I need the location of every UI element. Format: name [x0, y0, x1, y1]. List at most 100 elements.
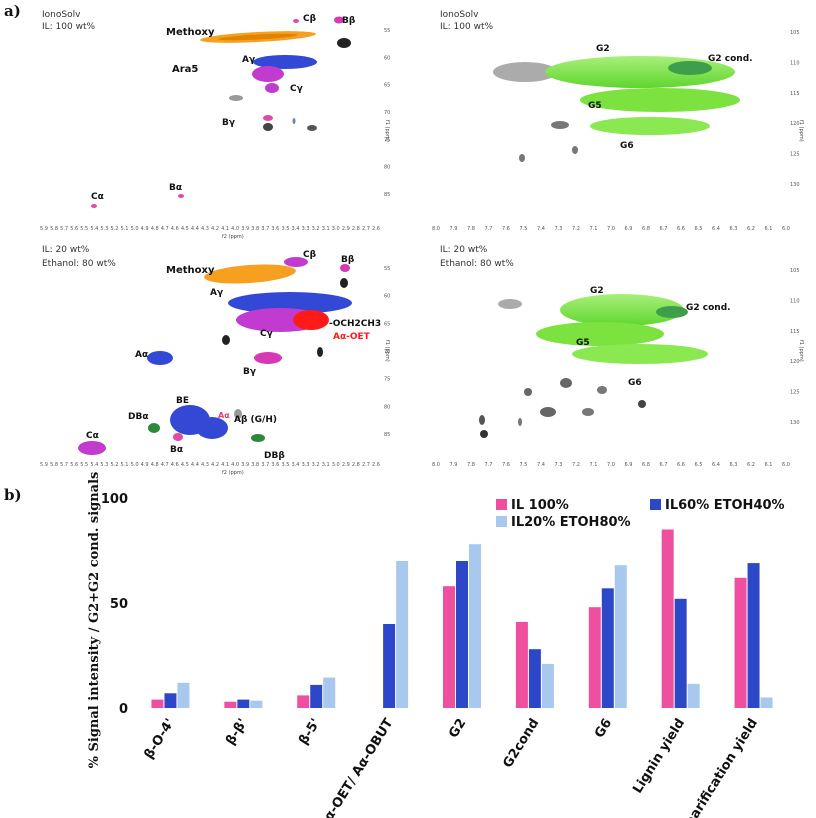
bar-il-100--5: [515, 621, 528, 708]
x-tick-label: 3.7: [261, 226, 269, 232]
g2cond-peak: [668, 61, 712, 75]
b-beta-peak: [334, 16, 344, 24]
x-tick-label: 8.0: [432, 462, 440, 468]
x-tick-label: 5.8: [50, 462, 58, 468]
q1-ylabel: f1 (ppm): [384, 120, 390, 142]
label-b-beta: Bβ: [341, 255, 355, 265]
x-tick-label: 7.3: [555, 462, 563, 468]
a-gamma-peak: [253, 55, 317, 69]
g6-peak: [590, 117, 710, 135]
label-g5: G5: [588, 101, 602, 111]
x-tick-label: 5.0: [131, 462, 139, 468]
x-tick-label: 7.8: [467, 462, 475, 468]
x-tick-label: 5.0: [131, 226, 139, 232]
x-tick-label: 6.3: [730, 226, 738, 232]
x-tick-label: 6.1: [765, 462, 773, 468]
x-tick-label: 5.2: [110, 226, 118, 232]
g6-peak: [572, 344, 708, 364]
y-tick-label: 110: [790, 60, 800, 66]
y-tick-label: 125: [790, 390, 800, 396]
x-tick-label: 6.3: [730, 462, 738, 468]
y-axis-ticks: 0 50 100: [101, 492, 128, 717]
x-tick-label: 4.3: [201, 462, 209, 468]
y-tick-label: 130: [790, 182, 800, 188]
y-axis-title: % Signal intensity / G2+G2 cond. signals: [87, 472, 102, 769]
label-be: BE: [176, 396, 189, 406]
x-tick-label: Aα-OET/ Aα-OBUT: [316, 716, 396, 818]
gray-spot-5: [582, 408, 594, 416]
y-tick-label: 0: [119, 702, 128, 717]
q2-header-1: IonoSolv: [440, 10, 479, 20]
label-a-gamma: Aγ: [210, 288, 223, 298]
x-tick-label: 3.4: [292, 462, 300, 468]
x-axis-ticks: β-O-4' β-β' β-5'Aα-OET/ Aα-OBUT G2 G2cond G6 L…: [142, 716, 761, 818]
y-tick-label: 70: [384, 110, 390, 116]
x-tick-label: 3.6: [271, 226, 279, 232]
x-tick-label: 4.4: [191, 226, 199, 232]
bar-il60-etoh40--1: [237, 699, 250, 708]
x-tick-label: 3.3: [302, 226, 310, 232]
x-tick-label: 7.1: [590, 226, 598, 232]
gray-peak-top: [498, 299, 522, 309]
x-tick-label: 2.7: [362, 226, 370, 232]
x-tick-label: 6.8: [642, 462, 650, 468]
methoxy-peak-core: [218, 33, 298, 41]
label-db-alpha: DBα: [128, 412, 149, 422]
q3-header-2: Ethanol: 80 wt%: [42, 259, 116, 269]
x-tick-label: 7.2: [572, 226, 580, 232]
y-tick-label: 125: [790, 152, 800, 158]
x-tick-label: 6.6: [677, 462, 685, 468]
x-tick-label: 6.6: [677, 226, 685, 232]
y-tick-label: 55: [384, 28, 390, 34]
x-tick-label: 6.5: [695, 462, 703, 468]
y-tick-label: 60: [384, 294, 390, 300]
be-peak-2: [196, 417, 228, 439]
c-gamma-peak-2: [265, 83, 279, 93]
x-tick-label: 4.5: [181, 462, 189, 468]
label-c-beta: Cβ: [303, 250, 317, 260]
bar-il20-etoh80--0: [177, 682, 190, 708]
gray-small-3: [519, 154, 525, 162]
gray-spot-2: [597, 386, 607, 394]
bar-il60-etoh40--6: [601, 588, 614, 708]
x-tick-label: 3.0: [332, 462, 340, 468]
bar-il-100--4: [443, 586, 455, 708]
legend: IL 100% IL60% ETOH40% IL20% ETOH80%: [496, 498, 785, 530]
gray-spot-1: [560, 378, 572, 388]
y-tick-label: 75: [384, 377, 390, 383]
x-tick-label: 6.8: [642, 226, 650, 232]
q4-ylabel: f1 (ppm): [798, 340, 804, 362]
q4-y-axis: 105 110 115 120 125 130: [790, 268, 800, 426]
bar-il20-etoh80--1: [250, 700, 263, 708]
nmr-spectrum-bottom-left: IL: 20 wt% Ethanol: 80 wt% 5.9 5.8 5.7 5.6 5…: [40, 245, 390, 476]
x-tick-label: 5.1: [121, 462, 129, 468]
x-tick-label: 7.2: [572, 462, 580, 468]
x-tick-label: 7.7: [485, 462, 493, 468]
bar-chart: % Signal intensity / G2+G2 cond. signals…: [87, 472, 785, 818]
bar-il20-etoh80--3: [396, 561, 409, 708]
x-tick-label: 3.1: [322, 462, 330, 468]
y-tick-label: 115: [790, 91, 800, 97]
methoxy-peak: [204, 264, 296, 284]
x-tick-label: 4.7: [161, 462, 169, 468]
y-tick-label: 55: [384, 266, 390, 272]
x-tick-label: 7.1: [590, 462, 598, 468]
q3-y-axis: 55 60 65 70 75 80 85: [384, 266, 390, 438]
bar-il-100--6: [588, 607, 601, 708]
bar-il60-etoh40--4: [456, 561, 468, 708]
x-tick-label: 5.6: [70, 226, 78, 232]
x-tick-label: 3.3: [302, 462, 310, 468]
x-tick-label: 2.7: [362, 462, 370, 468]
x-tick-label: G2cond: [500, 716, 542, 771]
gray-spot-3: [524, 388, 532, 396]
legend-swatch: [496, 516, 507, 527]
x-tick-label: 4.9: [141, 226, 149, 232]
x-tick-label: 4.8: [151, 226, 159, 232]
x-tick-label: 3.8: [251, 462, 259, 468]
x-tick-label: 4.1: [221, 226, 229, 232]
q4-header-2: Ethanol: 80 wt%: [440, 259, 514, 269]
legend-label: IL60% ETOH40%: [665, 498, 785, 513]
dark-peak-2: [263, 123, 273, 131]
nmr-spectrum-top-right: IonoSolv IL: 100 wt% 8.0 7.9 7.8 7.7 7.6 7.5 7…: [432, 10, 804, 232]
gray-spot-4: [540, 407, 556, 417]
